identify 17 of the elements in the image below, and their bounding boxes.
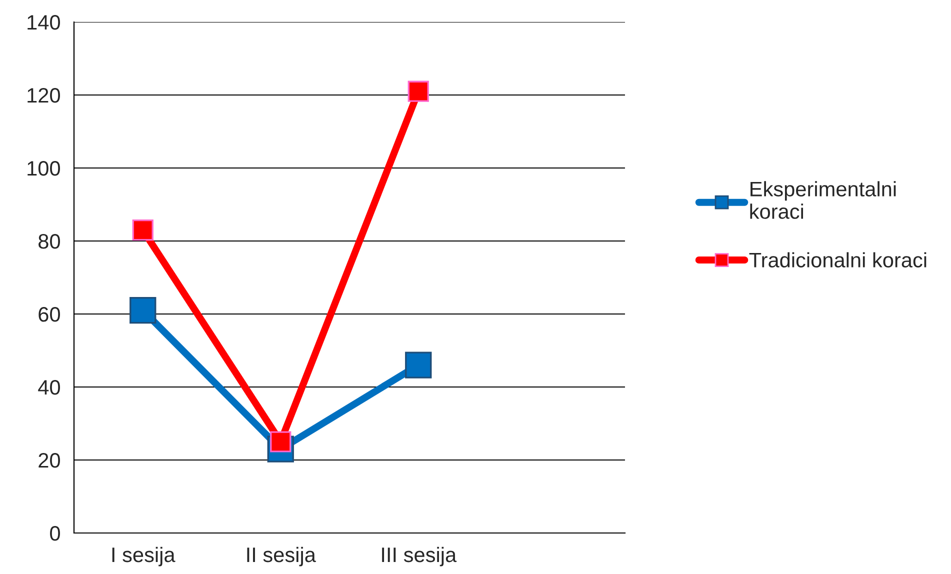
y-tick-label: 80 (38, 234, 60, 249)
point (408, 80, 429, 102)
x-tick-label: I sesija (112, 546, 176, 566)
y-tick-label: 100 (28, 161, 60, 176)
y-tick-label: 120 (28, 88, 60, 103)
point (130, 297, 156, 324)
y-tick-label: 0 (50, 526, 60, 541)
y-tick-label: 40 (38, 380, 60, 395)
y-tick-label: 140 (28, 15, 60, 30)
y-tick-label: 20 (38, 453, 60, 468)
point (405, 352, 432, 378)
x-tick-label: II sesija (247, 546, 316, 566)
legend-label: Eksperimentalni koraci (750, 181, 896, 219)
x-tick-label: III sesija (382, 546, 457, 566)
legend-label: Tradicionalni koraci (749, 252, 926, 268)
y-tick-label: 60 (38, 307, 60, 322)
point (132, 219, 154, 241)
